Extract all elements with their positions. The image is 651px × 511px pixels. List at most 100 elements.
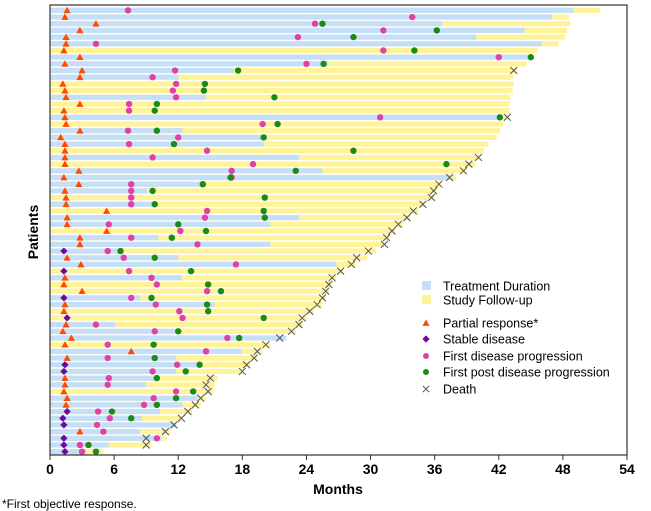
legend-label: Partial response* [443, 317, 538, 331]
first-progression-marker [376, 114, 384, 121]
first-progression-marker [125, 100, 133, 108]
treatment-bar [50, 201, 158, 207]
legend-label: Death [443, 383, 476, 397]
stable-disease-marker [59, 414, 67, 422]
followup-bar [50, 181, 442, 187]
post-progression-marker [151, 254, 158, 261]
followup-bar [50, 67, 517, 74]
post-progression-marker [175, 328, 182, 335]
first-progression-marker [125, 107, 133, 114]
death-marker [298, 314, 307, 322]
post-progression-marker [271, 94, 278, 101]
first-progression-marker [128, 294, 135, 302]
death-marker [325, 280, 333, 289]
treatment-bar [50, 174, 451, 181]
legend-swatch [422, 295, 431, 304]
treatment-bar [50, 128, 183, 134]
first-progression-marker [120, 254, 127, 261]
followup-bar [50, 74, 514, 80]
partial-response-marker [63, 254, 71, 261]
treatment-bar [50, 74, 179, 80]
post-progression-marker [117, 247, 124, 255]
first-progression-marker [128, 234, 135, 241]
first-progression-marker [194, 241, 201, 248]
legend-circle-icon [423, 369, 429, 375]
partial-response-marker [62, 33, 70, 40]
death-marker [161, 427, 170, 436]
first-progression-marker [152, 301, 159, 308]
post-progression-marker [148, 294, 155, 302]
treatment-bar [50, 94, 207, 100]
partial-response-marker [59, 80, 67, 87]
post-progression-marker [350, 33, 357, 41]
first-progression-marker [228, 167, 235, 175]
treatment-bar [50, 154, 299, 161]
treatment-bar [50, 422, 177, 428]
post-progression-marker [411, 47, 418, 54]
x-tick-label: 0 [46, 461, 54, 477]
stable-disease-marker [60, 247, 68, 255]
treatment-bar [50, 255, 179, 261]
partial-response-marker [61, 140, 69, 147]
post-progression-marker [153, 374, 161, 382]
post-progression-marker [187, 267, 195, 275]
treatment-bar [50, 7, 574, 13]
post-progression-marker [527, 53, 535, 61]
followup-bar [50, 342, 271, 348]
death-marker [318, 294, 327, 302]
death-marker [427, 193, 436, 202]
post-progression-marker [203, 301, 211, 308]
followup-bar [50, 201, 424, 207]
post-progression-marker [320, 60, 327, 68]
legend-label: Treatment Duration [443, 280, 550, 294]
partial-response-marker [61, 187, 69, 194]
death-marker [204, 387, 212, 396]
post-progression-marker [292, 167, 299, 175]
death-marker [380, 240, 389, 249]
partial-response-marker [61, 381, 69, 388]
partial-response-marker [60, 46, 68, 54]
post-progression-marker [261, 194, 268, 201]
treatment-bar [50, 168, 323, 174]
treatment-bar [50, 362, 202, 368]
partial-response-marker [76, 26, 84, 34]
treatment-bar [50, 54, 528, 60]
first-progression-marker [153, 281, 161, 288]
first-progression-marker [173, 361, 181, 368]
legend-label: Stable disease [443, 333, 525, 347]
first-progression-marker [176, 308, 183, 315]
first-progression-marker [172, 388, 180, 395]
first-progression-marker [100, 428, 107, 435]
first-progression-marker [171, 67, 179, 74]
first-progression-marker [201, 214, 209, 221]
post-progression-marker [204, 281, 212, 288]
legend-item-first_progression: First disease progression [423, 350, 583, 364]
death-marker [328, 273, 336, 282]
first-progression-marker [128, 201, 135, 208]
treatment-bar [50, 395, 198, 401]
partial-response-marker [77, 260, 85, 268]
first-progression-marker [153, 435, 161, 442]
first-progression-marker [380, 47, 387, 54]
followup-bar [50, 322, 303, 328]
x-tick-label: 12 [170, 461, 186, 477]
x-tick-label: 6 [110, 461, 118, 477]
legend-circle-icon [423, 353, 429, 359]
followup-bar [50, 134, 497, 140]
followup-bar [50, 228, 396, 234]
first-progression-marker [232, 261, 240, 268]
followup-bar [50, 208, 419, 214]
first-progression-marker [172, 80, 180, 88]
post-progression-marker [235, 334, 243, 342]
post-progression-marker [201, 80, 209, 88]
first-progression-marker [303, 60, 310, 68]
treatment-bar [50, 41, 542, 47]
death-marker [321, 287, 330, 296]
partial-response-marker [61, 86, 69, 94]
post-progression-marker [150, 341, 157, 348]
partial-response-marker [61, 153, 69, 161]
x-axis-label: Months [313, 481, 363, 497]
partial-response-marker [61, 60, 69, 67]
